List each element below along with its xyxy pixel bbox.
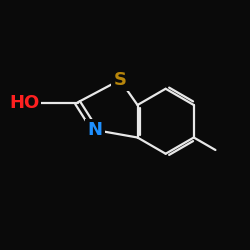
Text: S: S (114, 71, 126, 89)
Text: HO: HO (10, 94, 40, 112)
Text: N: N (88, 121, 102, 139)
